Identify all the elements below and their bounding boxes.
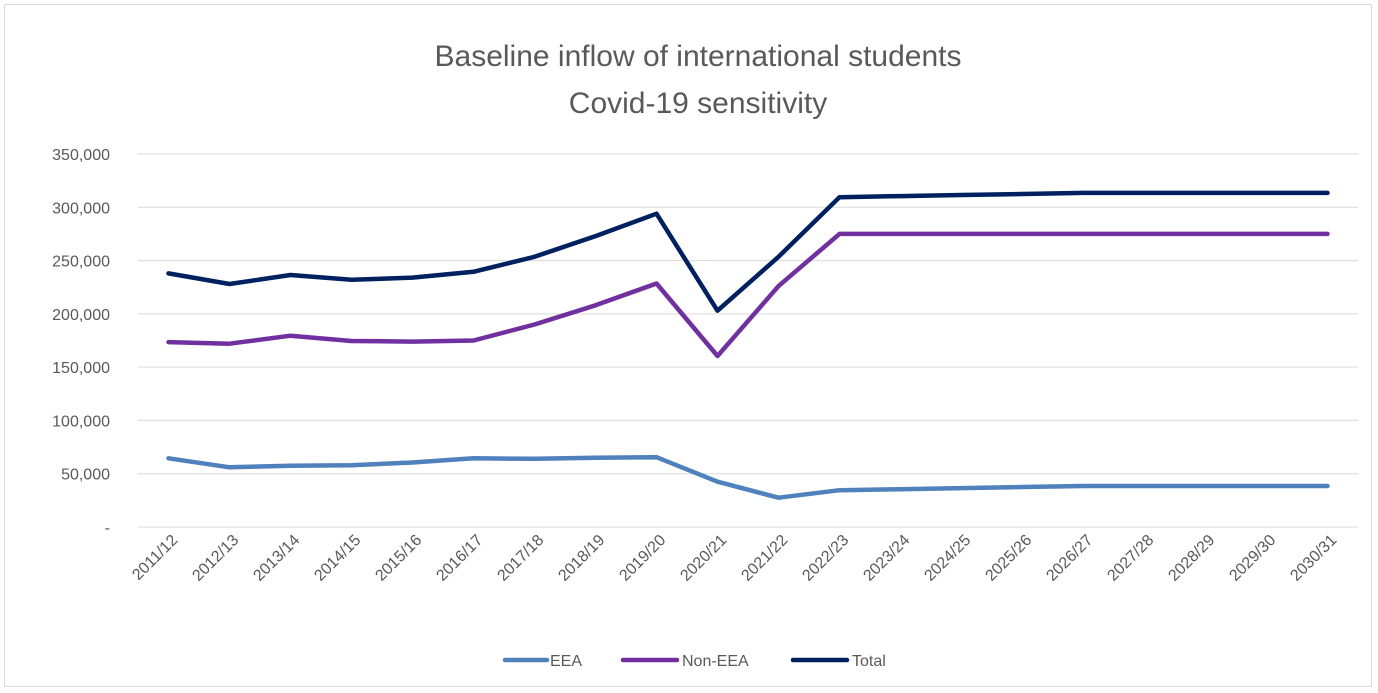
- x-tick-label: 2018/19: [555, 532, 608, 585]
- gridlines: [138, 153, 1358, 528]
- legend: EEA Non-EEA Total: [502, 653, 886, 670]
- chart-title: Baseline inflow of international student…: [435, 40, 962, 73]
- x-tick-label: 2013/14: [250, 532, 303, 585]
- x-tick-label: 2014/15: [311, 532, 364, 585]
- legend-label: Total: [852, 653, 886, 670]
- x-tick-label: 2029/30: [1226, 532, 1279, 585]
- x-tick-label: 2021/22: [738, 532, 791, 585]
- x-tick-label: 2023/24: [860, 532, 913, 585]
- y-axis-ticks: - 50,000 100,000 150,000 200,000 250,000 300,0…: [52, 147, 110, 537]
- y-tick-label: 300,000: [52, 200, 110, 217]
- x-tick-label: 2027/28: [1104, 532, 1157, 585]
- series-line-total: [166, 190, 1330, 313]
- y-tick-label: -: [105, 520, 110, 537]
- y-tick-label: 200,000: [52, 307, 110, 324]
- x-tick-label: 2028/29: [1165, 532, 1218, 585]
- x-tick-label: 2011/12: [129, 532, 181, 584]
- series-line-non-eea: [166, 231, 1330, 359]
- x-axis-ticks: 2011/12 2012/13 2013/14 2014/15 2015/16 2016/…: [129, 532, 1340, 585]
- x-tick-label: 2022/23: [799, 532, 852, 585]
- x-tick-label: 2020/21: [677, 532, 730, 585]
- x-tick-label: 2030/31: [1287, 532, 1340, 585]
- y-tick-label: 100,000: [52, 413, 110, 430]
- x-tick-label: 2025/26: [982, 532, 1035, 585]
- y-tick-label: 250,000: [52, 254, 110, 271]
- x-tick-label: 2024/25: [921, 532, 974, 585]
- x-tick-label: 2016/17: [433, 532, 486, 585]
- x-tick-label: 2019/20: [616, 532, 669, 585]
- chart-subtitle: Covid-19 sensitivity: [569, 87, 827, 120]
- x-tick-label: 2026/27: [1043, 532, 1096, 585]
- series-lines: [166, 190, 1330, 500]
- series-line-eea: [166, 454, 1330, 500]
- legend-label: EEA: [550, 653, 582, 670]
- x-tick-label: 2012/13: [189, 532, 242, 585]
- y-tick-label: 350,000: [52, 147, 110, 164]
- y-tick-label: 50,000: [61, 467, 110, 484]
- legend-label: Non-EEA: [682, 653, 749, 670]
- y-tick-label: 150,000: [52, 360, 110, 377]
- x-tick-label: 2017/18: [494, 532, 547, 585]
- x-tick-label: 2015/16: [372, 532, 425, 585]
